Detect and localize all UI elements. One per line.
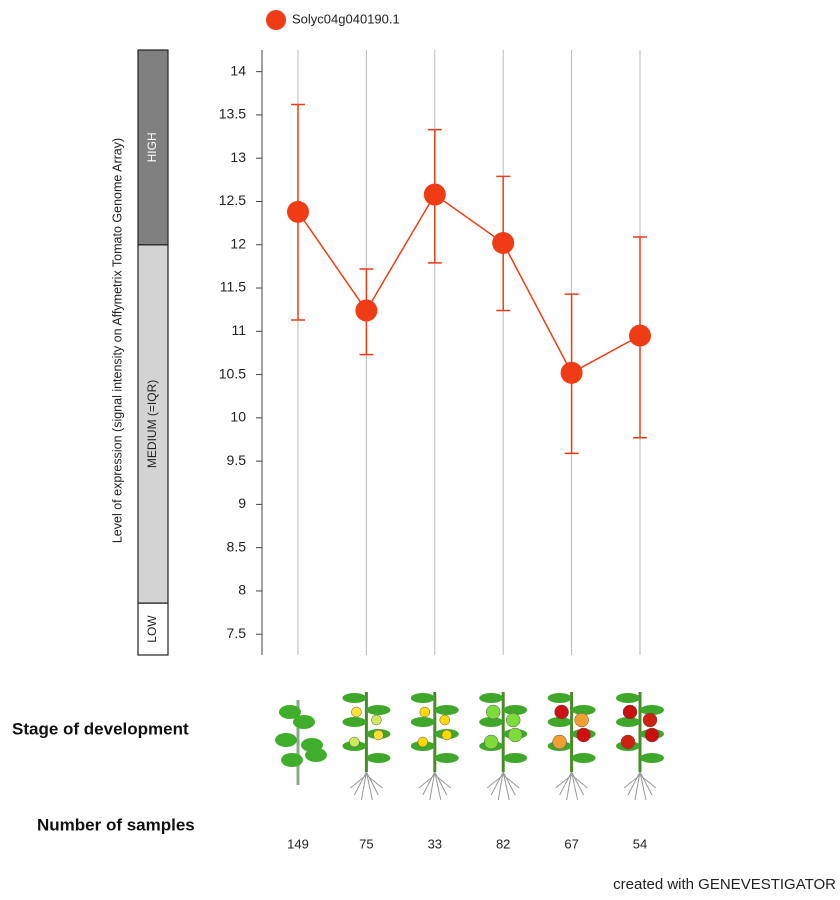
fruit [508,728,522,742]
stage-icon [548,692,596,800]
y-tick-label: 11.5 [220,279,246,295]
leaf [479,693,503,703]
fruit [577,728,591,742]
sample-count: 54 [633,836,647,851]
fruit [575,713,589,727]
roots [556,772,588,800]
fruit [643,713,657,727]
sample-count: 75 [359,836,373,851]
fruit [420,707,430,717]
fruit [623,705,637,719]
y-tick-label: 8 [238,582,246,598]
band-label: MEDIUM (=IQR) [145,380,159,468]
leaf [435,753,459,763]
sample-count: 33 [428,836,442,851]
leaf [411,717,435,727]
point [424,184,446,206]
stage-icon [616,692,664,800]
y-tick-label: 12 [230,235,246,251]
footer: created with GENEVESTIGATOR [613,876,836,893]
fruit [621,735,635,749]
stage-icon [479,692,527,800]
leaf [366,705,390,715]
legend-marker [266,10,286,30]
band-label: HIGH [145,132,159,162]
y-tick-label: 10 [230,409,246,425]
sample-count: 149 [287,836,309,851]
point [355,300,377,322]
chart: Stage of development Number of samples c… [0,0,840,900]
point [629,325,651,347]
fruit [440,715,450,725]
point [287,201,309,223]
fruit [645,728,659,742]
leaf [411,693,435,703]
fruit [553,735,567,749]
y-tick-label: 12.5 [219,192,246,208]
fruit [351,707,361,717]
y-tick-label: 8.5 [227,538,247,554]
fruit [486,705,500,719]
fruit [371,715,381,725]
leaf [275,733,297,747]
series-line [298,195,640,373]
leaf [366,753,390,763]
stage-label: Stage of development [12,719,189,738]
point [561,362,583,384]
leaf [503,753,527,763]
fruit [506,713,520,727]
leaf [342,717,366,727]
y-tick-label: 7.5 [227,625,247,641]
roots [419,772,451,800]
stage-icon [342,692,390,800]
y-axis-label: Level of expression (signal intensity on… [110,138,124,543]
y-tick-label: 9.5 [227,452,247,468]
fruit [484,735,498,749]
fruit [442,730,452,740]
y-tick-label: 13 [230,149,246,165]
sample-count: 67 [564,836,578,851]
leaf [281,753,303,767]
samples-label: Number of samples [37,815,195,834]
stage-icon [275,700,327,785]
fruit [349,737,359,747]
roots [487,772,519,800]
y-tick-label: 13.5 [219,106,246,122]
leaf [435,705,459,715]
fruit [555,705,569,719]
stage-icon [411,692,459,800]
leaf [305,748,327,762]
roots [350,772,382,800]
leaf [640,753,664,763]
leaf [616,693,640,703]
band-label: LOW [145,615,159,643]
y-tick-label: 11 [231,322,246,338]
y-tick-label: 10.5 [219,365,246,381]
leaf [342,693,366,703]
point [492,232,514,254]
fruit [373,730,383,740]
y-tick-label: 14 [230,62,246,78]
leaf [548,693,572,703]
roots [624,772,656,800]
y-tick-label: 9 [238,495,246,511]
sample-count: 82 [496,836,510,851]
legend-label: Solyc04g040190.1 [292,11,400,26]
leaf [293,715,315,729]
leaf [572,753,596,763]
fruit [418,737,428,747]
